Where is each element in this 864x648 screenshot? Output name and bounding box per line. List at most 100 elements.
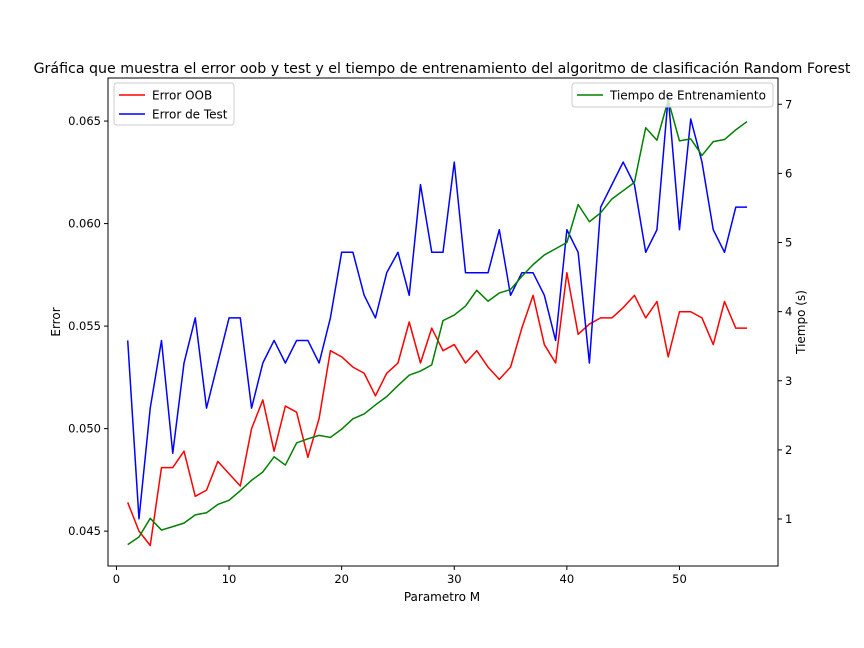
data-point-error-de-test bbox=[239, 317, 241, 319]
data-point-error-oob bbox=[498, 378, 500, 380]
data-point-error-de-test bbox=[397, 251, 399, 253]
plot-area bbox=[107, 77, 779, 567]
data-point-tiempo-de-entrenamiento bbox=[352, 418, 354, 420]
data-point-error-oob bbox=[138, 530, 140, 532]
data-point-error-oob bbox=[566, 272, 568, 274]
data-point-error-de-test bbox=[431, 251, 433, 253]
data-point-tiempo-de-entrenamiento bbox=[273, 456, 275, 458]
data-point-error-oob bbox=[431, 327, 433, 329]
data-point-tiempo-de-entrenamiento bbox=[284, 464, 286, 466]
data-point-error-de-test bbox=[127, 339, 129, 341]
data-point-error-de-test bbox=[250, 407, 252, 409]
data-point-tiempo-de-entrenamiento bbox=[374, 404, 376, 406]
series-line-error-oob bbox=[127, 272, 748, 547]
data-point-tiempo-de-entrenamiento bbox=[419, 370, 421, 372]
data-point-error-de-test bbox=[498, 229, 500, 231]
x-axis: 0 10 20 30 40 50 bbox=[113, 566, 687, 586]
x-tick-label: 20 bbox=[334, 572, 349, 586]
data-point-tiempo-de-entrenamiento bbox=[250, 479, 252, 481]
y-right-tick-label: 2 bbox=[785, 443, 792, 457]
data-point-tiempo-de-entrenamiento bbox=[138, 536, 140, 538]
data-point-error-de-test bbox=[476, 272, 478, 274]
data-point-error-de-test bbox=[678, 229, 680, 231]
legend-label-error-test: Error de Test bbox=[152, 108, 228, 122]
data-point-error-de-test bbox=[487, 272, 489, 274]
data-point-error-oob bbox=[678, 311, 680, 313]
data-point-error-de-test bbox=[408, 294, 410, 296]
data-point-error-de-test bbox=[318, 362, 320, 364]
data-point-error-de-test bbox=[701, 161, 703, 163]
series-line-error-de-test bbox=[126, 95, 748, 520]
x-tick-label: 0 bbox=[113, 572, 120, 586]
data-point-error-de-test bbox=[340, 251, 342, 253]
data-point-tiempo-de-entrenamiento bbox=[386, 395, 388, 397]
data-point-tiempo-de-entrenamiento bbox=[633, 181, 635, 183]
data-point-error-de-test bbox=[611, 183, 613, 185]
data-point-error-oob bbox=[295, 411, 297, 413]
plot-frame bbox=[107, 77, 779, 567]
data-point-error-oob bbox=[127, 501, 129, 503]
data-point-tiempo-de-entrenamiento bbox=[566, 241, 568, 243]
series-line-tiempo-de-entrenamiento bbox=[127, 99, 748, 546]
data-point-tiempo-de-entrenamiento bbox=[701, 154, 703, 156]
data-point-tiempo-de-entrenamiento bbox=[262, 471, 264, 473]
data-point-error-oob bbox=[644, 317, 646, 319]
legend-right-box bbox=[571, 82, 774, 108]
data-point-error-de-test bbox=[374, 317, 376, 319]
data-point-error-oob bbox=[622, 306, 624, 308]
data-point-error-de-test bbox=[453, 161, 455, 163]
data-point-error-oob bbox=[307, 456, 309, 458]
data-point-tiempo-de-entrenamiento bbox=[217, 503, 219, 505]
data-point-tiempo-de-entrenamiento bbox=[453, 314, 455, 316]
data-point-error-de-test bbox=[554, 339, 556, 341]
data-point-error-oob bbox=[611, 317, 613, 319]
data-point-tiempo-de-entrenamiento bbox=[521, 275, 523, 277]
data-point-error-oob bbox=[599, 317, 601, 319]
data-point-error-de-test bbox=[295, 339, 297, 341]
y-axis-label-left: Error bbox=[49, 307, 63, 336]
chart-title: Gráfica que muestra el error oob y test … bbox=[34, 61, 851, 77]
x-tick-label: 40 bbox=[560, 572, 575, 586]
data-point-error-oob bbox=[239, 485, 241, 487]
data-point-tiempo-de-entrenamiento bbox=[329, 436, 331, 438]
y-right-tick-label: 5 bbox=[785, 236, 792, 250]
y-right-tick-label: 4 bbox=[785, 305, 792, 319]
x-tick-label: 50 bbox=[672, 572, 687, 586]
data-point-error-de-test bbox=[690, 118, 692, 120]
data-point-error-oob bbox=[273, 450, 275, 452]
data-point-error-oob bbox=[442, 350, 444, 352]
data-point-error-de-test bbox=[588, 362, 590, 364]
data-point-error-de-test bbox=[329, 317, 331, 319]
data-point-tiempo-de-entrenamiento bbox=[205, 512, 207, 514]
data-point-tiempo-de-entrenamiento bbox=[644, 127, 646, 129]
data-point-tiempo-de-entrenamiento bbox=[307, 438, 309, 440]
data-point-tiempo-de-entrenamiento bbox=[340, 428, 342, 430]
data-point-error-de-test bbox=[464, 272, 466, 274]
data-point-error-oob bbox=[735, 327, 737, 329]
data-point-error-oob bbox=[419, 362, 421, 364]
data-point-error-de-test bbox=[160, 339, 162, 341]
data-point-tiempo-de-entrenamiento bbox=[543, 254, 545, 256]
data-point-error-oob bbox=[690, 311, 692, 313]
data-point-error-oob bbox=[633, 294, 635, 296]
data-point-error-de-test bbox=[735, 206, 737, 208]
data-point-tiempo-de-entrenamiento bbox=[318, 434, 320, 436]
data-point-tiempo-de-entrenamiento bbox=[712, 140, 714, 142]
data-point-error-de-test bbox=[363, 294, 365, 296]
legend-label-training-time: Tiempo de Entrenamiento bbox=[609, 89, 766, 103]
data-point-error-oob bbox=[701, 317, 703, 319]
data-point-error-oob bbox=[374, 395, 376, 397]
legend-left: Error OOB Error de Test bbox=[113, 82, 235, 126]
data-point-tiempo-de-entrenamiento bbox=[678, 140, 680, 142]
y-left-tick-label: 0.060 bbox=[68, 217, 101, 231]
data-point-error-de-test bbox=[307, 339, 309, 341]
data-point-error-oob bbox=[746, 327, 748, 329]
data-point-tiempo-de-entrenamiento bbox=[476, 289, 478, 291]
data-point-tiempo-de-entrenamiento bbox=[149, 517, 151, 519]
data-point-tiempo-de-entrenamiento bbox=[690, 138, 692, 140]
data-point-error-oob bbox=[476, 350, 478, 352]
y-axis-left: 0.045 0.050 0.055 0.060 0.065 bbox=[68, 114, 108, 538]
data-point-error-de-test bbox=[644, 251, 646, 253]
data-point-error-oob bbox=[408, 321, 410, 323]
